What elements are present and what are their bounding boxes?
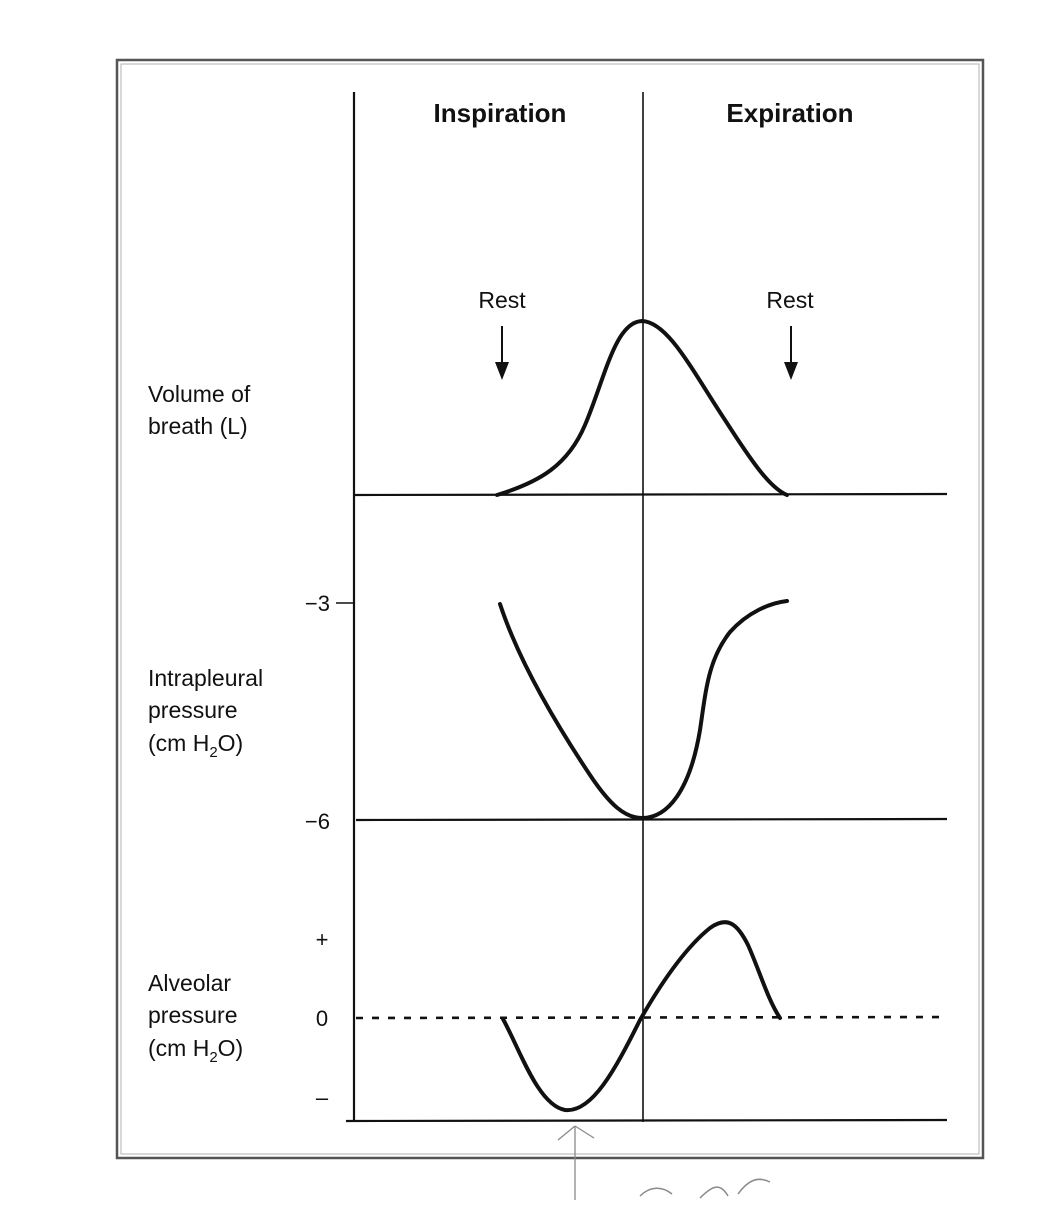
rest-label-left: Rest (478, 287, 526, 313)
alveolar-tick-minus: – (316, 1085, 329, 1110)
volume-label-line2: breath (L) (148, 413, 248, 439)
volume-curve (495, 319, 789, 497)
volume-label-line1: Volume of (148, 381, 251, 407)
intrapleural-curve (498, 599, 789, 820)
alveolar-label-line1: Alveolar (148, 970, 231, 996)
header-expiration: Expiration (726, 98, 853, 128)
intrapleural-baseline (355, 817, 948, 822)
rest-arrow-right-icon (784, 326, 798, 380)
pencil-scribble (639, 1178, 771, 1199)
figure-frame (115, 58, 985, 1160)
intrapleural-label-line3: (cm H2O) (148, 730, 243, 761)
intrapleural-tick-top: −3 (305, 591, 330, 616)
alveolar-tick-plus: + (316, 927, 329, 952)
alveolar-label-line3: (cm H2O) (148, 1035, 243, 1066)
alveolar-tick-zero: 0 (316, 1006, 328, 1031)
pencil-annotation-arrow-icon (557, 1125, 595, 1200)
alveolar-baseline (345, 1118, 948, 1123)
alveolar-curve (501, 920, 782, 1113)
rest-label-right: Rest (766, 287, 814, 313)
intrapleural-label-line1: Intrapleural (148, 665, 263, 691)
intrapleural-tick-bottom: −6 (305, 809, 330, 834)
figure-frame-inner (120, 63, 980, 1155)
alveolar-zero-dashed-line (355, 1015, 948, 1020)
header-inspiration: Inspiration (434, 98, 567, 128)
rest-arrow-left-icon (495, 326, 509, 380)
alveolar-label-line2: pressure (148, 1002, 237, 1028)
volume-baseline (353, 492, 948, 497)
intrapleural-label-line2: pressure (148, 697, 237, 723)
